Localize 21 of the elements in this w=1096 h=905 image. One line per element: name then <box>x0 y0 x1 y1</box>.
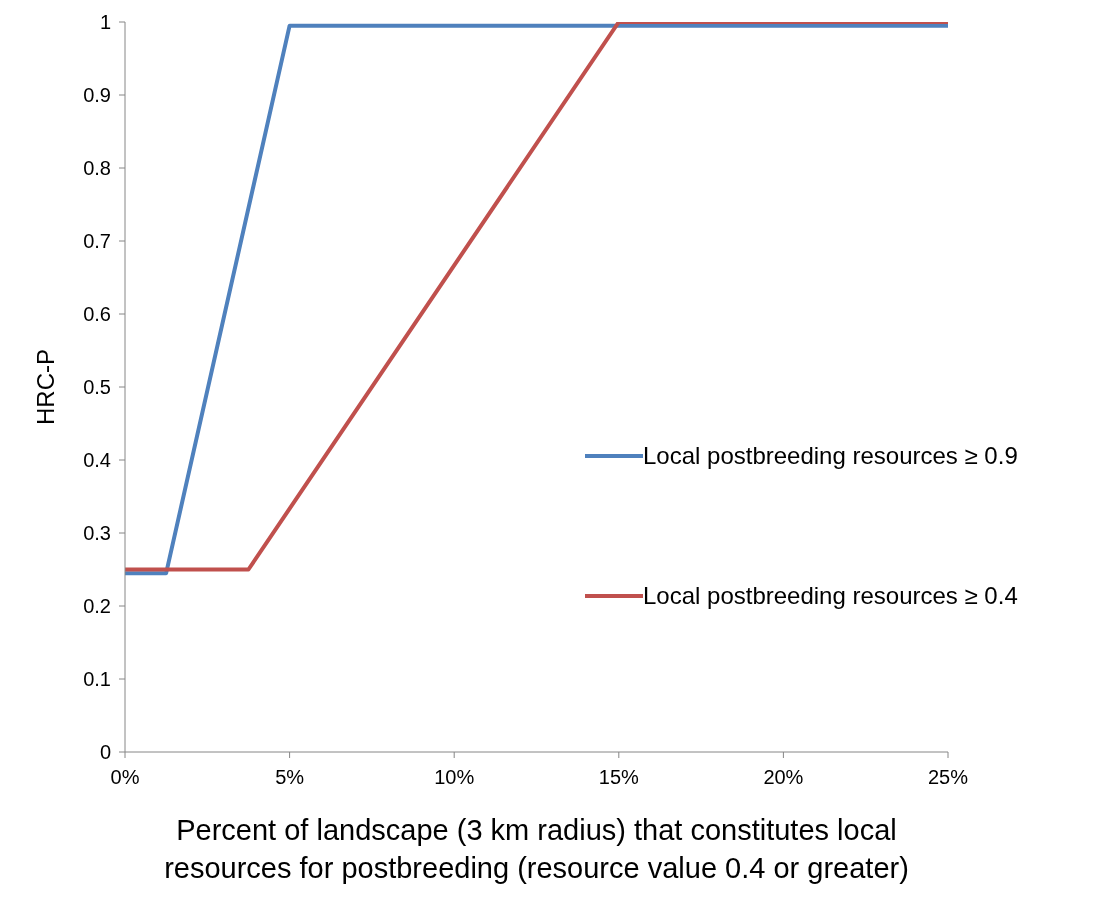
x-tick-label: 20% <box>763 766 804 789</box>
y-tick-label: 0.2 <box>83 595 111 618</box>
y-tick-label: 0.1 <box>83 668 111 691</box>
y-tick-label: 0.5 <box>83 376 111 399</box>
y-tick-label: 0.9 <box>83 84 111 107</box>
y-tick-label: 0.3 <box>83 522 111 545</box>
x-tick-label: 0% <box>110 766 140 789</box>
legend-label: Local postbreeding resources ≥ 0.4 <box>643 582 1018 610</box>
y-tick-label: 0.8 <box>83 157 111 180</box>
x-tick-label: 15% <box>598 766 640 789</box>
y-tick-label: 0 <box>99 741 111 764</box>
y-tick-label: 0.7 <box>83 230 111 253</box>
x-tick-label: 5% <box>275 766 305 789</box>
y-tick-label: 0.4 <box>83 449 111 472</box>
y-tick-label: 1 <box>99 11 111 34</box>
x-tick-label: 25% <box>927 766 969 789</box>
y-tick-label: 0.6 <box>83 303 111 326</box>
y-axis-title: HRC-P <box>31 349 59 425</box>
x-tick-label: 10% <box>434 766 475 789</box>
x-axis-title: Percent of landscape (3 km radius) that constitutes local resources for postbreeding (resource value 0.4 or greater) <box>164 814 909 884</box>
legend-label: Local postbreeding resources ≥ 0.9 <box>643 442 1018 470</box>
